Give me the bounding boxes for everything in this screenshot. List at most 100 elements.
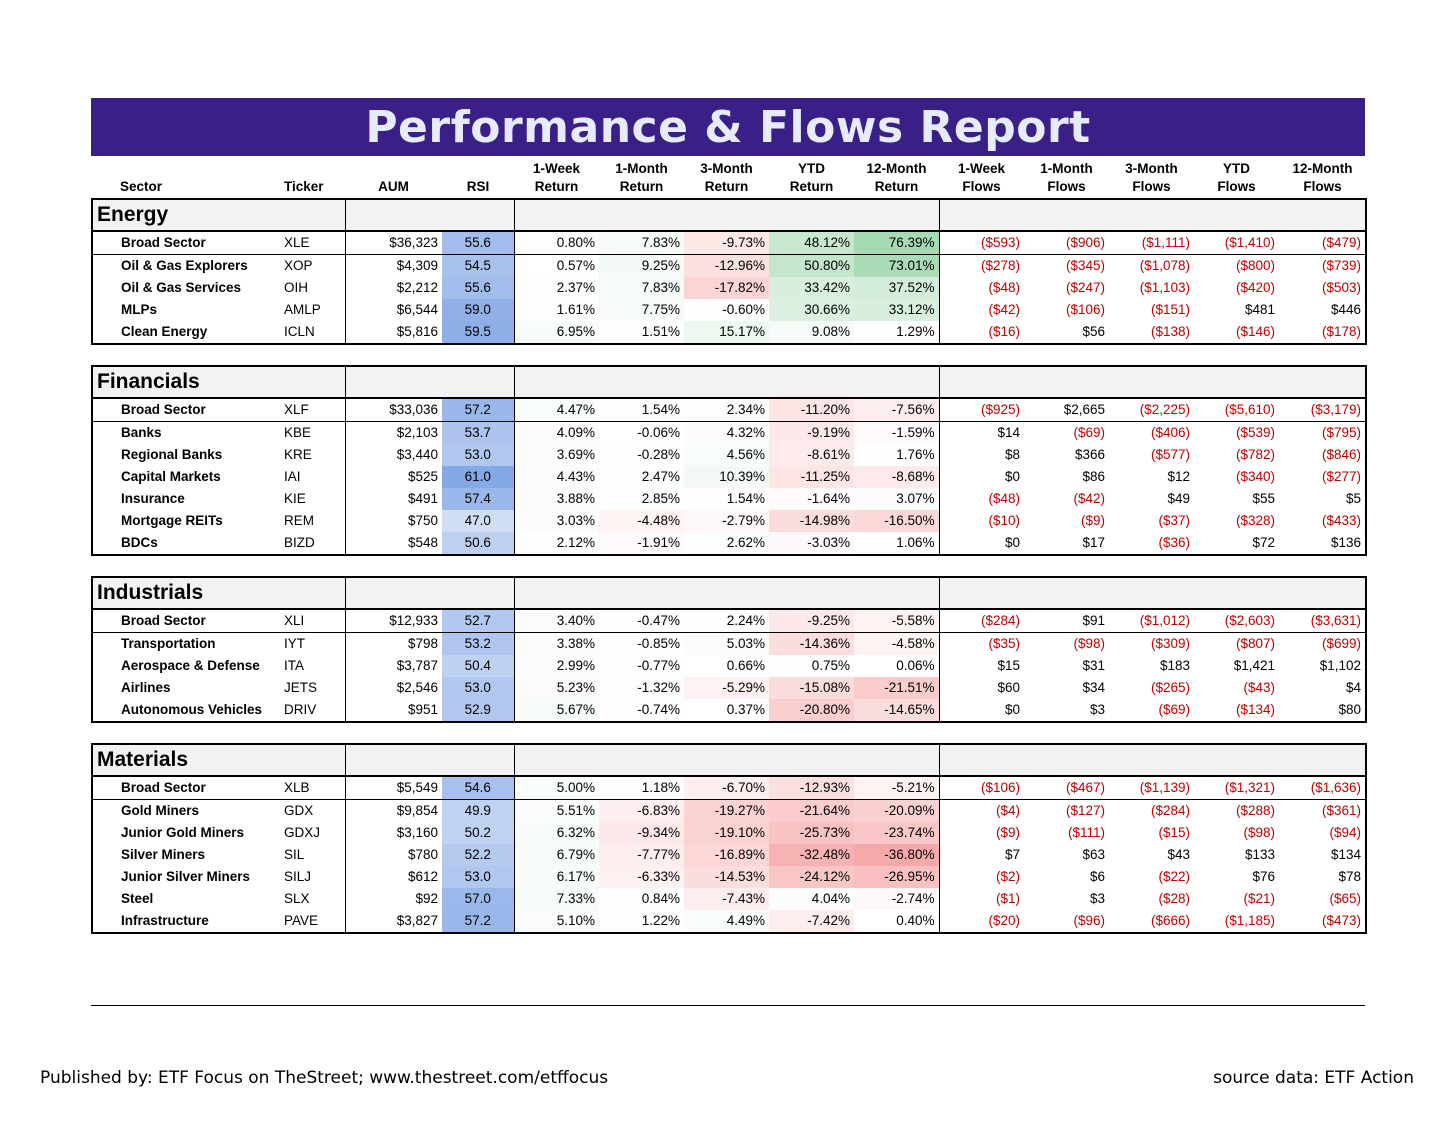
flow-value: ($48) <box>938 488 1024 510</box>
flow-value: $34 <box>1082 680 1105 695</box>
flow-value: ($1,078) <box>1139 258 1190 273</box>
flow-value: ($420) <box>1235 280 1275 295</box>
table-row: Regional Banks KRE $3,440 53.0 3.69% -0.28% 4.… <box>91 444 1367 466</box>
flow-value: ($127) <box>1065 803 1105 818</box>
return-value: 7.75% <box>599 299 684 321</box>
flow-value: ($69) <box>1073 425 1105 440</box>
return-value: -9.73% <box>684 231 769 255</box>
flow-value: ($433) <box>1279 510 1367 532</box>
sector-name: Oil & Gas Services <box>91 277 282 299</box>
flow-value: ($666) <box>1109 910 1194 934</box>
return-value: -9.25% <box>769 609 854 633</box>
rsi-value: 53.0 <box>442 677 515 699</box>
flow-value: ($1,410) <box>1194 231 1279 255</box>
return-value: 7.83% <box>599 231 684 255</box>
return-value: 5.03% <box>684 632 769 655</box>
flow-value: $134 <box>1279 844 1367 866</box>
flow-value: ($345) <box>1065 258 1105 273</box>
section-gap <box>92 722 1366 744</box>
flow-value: $63 <box>1082 847 1105 862</box>
aum-value: $92 <box>344 888 442 910</box>
return-value: -0.74% <box>599 699 684 723</box>
return-value: 1.76% <box>896 447 935 462</box>
sector-name: Regional Banks <box>91 444 282 466</box>
ticker: PAVE <box>282 910 345 934</box>
return-value: 30.66% <box>769 299 854 321</box>
publisher-note: Published by: ETF Focus on TheStreet; ww… <box>40 1068 609 1088</box>
ticker: SILJ <box>284 869 312 884</box>
aum-value: $750 <box>344 510 442 532</box>
rsi-value: 59.0 <box>442 299 515 321</box>
flow-value: ($1,139) <box>1109 776 1194 800</box>
table-row: Junior Gold Miners GDXJ $3,160 50.2 6.32% -9.… <box>91 822 1367 844</box>
flow-value: ($1,636) <box>1279 776 1367 800</box>
flow-value: ($503) <box>1279 277 1367 299</box>
return-value: -5.58% <box>854 609 939 633</box>
ticker: IAI <box>284 469 301 484</box>
return-value: -24.12% <box>769 866 854 888</box>
ticker: SLX <box>284 891 310 906</box>
flow-value: $12 <box>1167 469 1190 484</box>
flow-value: $55 <box>1252 491 1275 506</box>
return-value: -0.77% <box>637 658 680 673</box>
return-value: 10.39% <box>684 466 769 488</box>
return-value: -8.61% <box>769 444 854 466</box>
flow-value: ($35) <box>938 632 1024 655</box>
return-value: 6.17% <box>513 866 599 888</box>
return-value: 2.85% <box>641 491 680 506</box>
ticker: XLF <box>282 398 345 422</box>
flow-value: ($247) <box>1065 280 1105 295</box>
flow-value: ($3,179) <box>1279 398 1367 422</box>
ticker: KBE <box>284 425 312 440</box>
return-value: -20.80% <box>769 699 854 723</box>
return-value: 2.24% <box>684 609 769 633</box>
return-value: -0.60% <box>722 302 765 317</box>
rsi-value: 52.2 <box>442 844 515 866</box>
rsi-value: 52.9 <box>442 699 515 723</box>
return-value: 2.47% <box>641 469 680 484</box>
return-value: -36.80% <box>854 844 939 866</box>
table-row: Autonomous Vehicles DRIV $951 52.9 5.67% -0.7… <box>91 699 1367 723</box>
return-value: -14.65% <box>854 699 939 723</box>
table-row: Airlines JETS $2,546 53.0 5.23% -1.32% -5.29% -… <box>91 677 1367 699</box>
return-value: -4.58% <box>854 632 939 655</box>
flow-value: $3 <box>1089 891 1105 906</box>
table-body: Energy Broad Sector XLE $36,323 55.6 0.80% 7.8… <box>91 198 1367 934</box>
rsi-value: 55.6 <box>442 277 515 299</box>
return-value: -6.70% <box>684 776 769 800</box>
table-row: Oil & Gas Services OIH $2,212 55.6 2.37% 7.83… <box>91 277 1367 299</box>
ticker: JETS <box>284 680 318 695</box>
return-value: -19.10% <box>684 822 769 844</box>
return-value: 9.08% <box>769 321 854 345</box>
return-value: 7.33% <box>513 888 599 910</box>
section-header: Energy <box>91 198 1367 232</box>
rsi-value: 57.0 <box>442 888 515 910</box>
aum-value: $491 <box>344 488 442 510</box>
sector-name: Broad Sector <box>91 609 282 633</box>
rsi-value: 49.9 <box>442 799 515 822</box>
table-row: Insurance KIE $491 57.4 3.88% 2.85% 1.54% -1.64… <box>91 488 1367 510</box>
flow-value: ($593) <box>938 231 1024 255</box>
flow-value: ($284) <box>938 609 1024 633</box>
return-value: 4.49% <box>684 910 769 934</box>
flow-value: ($467) <box>1024 776 1109 800</box>
return-value: -0.47% <box>599 609 684 633</box>
flow-value: $6 <box>1089 869 1105 884</box>
flow-value: ($1,103) <box>1139 280 1190 295</box>
flow-value: $15 <box>938 655 1024 677</box>
return-value: 2.37% <box>513 277 599 299</box>
rsi-value: 61.0 <box>442 466 515 488</box>
header-12m-flows: 12-Month Flows <box>1292 161 1353 194</box>
aum-value: $5,816 <box>344 321 442 345</box>
flow-value: ($577) <box>1150 447 1190 462</box>
return-value: -14.53% <box>684 866 769 888</box>
section-header: Financials <box>91 365 1367 399</box>
return-value: -6.33% <box>599 866 684 888</box>
flow-value: $3 <box>1024 699 1109 723</box>
flow-value: ($48) <box>938 277 1024 299</box>
ticker: KRE <box>284 447 312 462</box>
return-value: 0.84% <box>641 891 680 906</box>
aum-value: $798 <box>344 632 442 655</box>
flow-value: ($98) <box>1243 825 1275 840</box>
aum-value: $951 <box>344 699 442 723</box>
